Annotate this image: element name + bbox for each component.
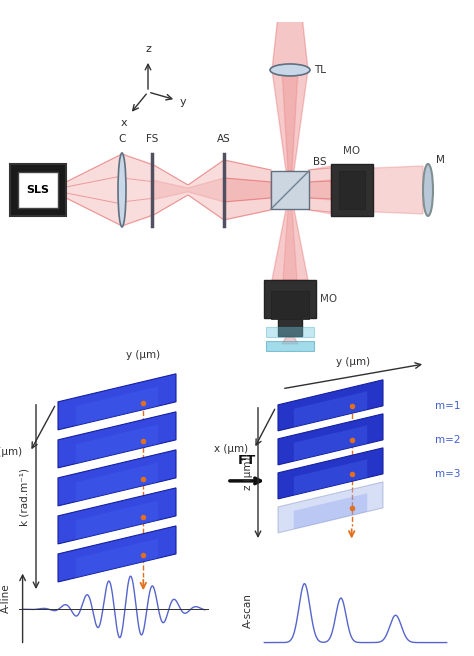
Text: SLS: SLS <box>27 185 49 195</box>
Polygon shape <box>122 154 152 226</box>
Polygon shape <box>294 459 367 495</box>
Text: x (μm): x (μm) <box>0 447 22 457</box>
Polygon shape <box>278 380 383 431</box>
Polygon shape <box>272 70 308 171</box>
Text: AS: AS <box>217 134 231 144</box>
Bar <box>266 355 314 365</box>
Bar <box>266 327 314 337</box>
Polygon shape <box>224 178 271 202</box>
Ellipse shape <box>423 164 433 216</box>
Polygon shape <box>278 482 383 533</box>
Ellipse shape <box>118 153 126 227</box>
Text: z (μm): z (μm) <box>243 456 253 489</box>
Polygon shape <box>309 180 331 200</box>
Text: y (μm): y (μm) <box>126 350 160 359</box>
Text: FT: FT <box>238 454 256 467</box>
Text: m=3: m=3 <box>435 470 461 480</box>
Text: x (μm): x (μm) <box>214 444 248 454</box>
Polygon shape <box>76 539 158 578</box>
Polygon shape <box>283 209 297 280</box>
Text: M: M <box>436 155 445 165</box>
Text: BS: BS <box>313 157 327 167</box>
Polygon shape <box>294 425 367 461</box>
Text: FS: FS <box>146 134 158 144</box>
Bar <box>18 172 58 208</box>
Polygon shape <box>272 0 308 70</box>
Polygon shape <box>152 160 224 220</box>
Bar <box>266 341 314 351</box>
Bar <box>271 171 309 209</box>
Text: A-scan: A-scan <box>243 593 253 628</box>
Polygon shape <box>58 374 176 430</box>
Text: m=2: m=2 <box>435 436 461 445</box>
Polygon shape <box>309 166 331 214</box>
Bar <box>271 291 309 319</box>
Bar <box>10 164 66 216</box>
Polygon shape <box>76 424 158 464</box>
Polygon shape <box>66 154 122 226</box>
Text: z: z <box>145 44 151 54</box>
Bar <box>278 318 302 336</box>
Polygon shape <box>152 178 224 202</box>
Polygon shape <box>58 412 176 468</box>
Text: k (rad.m⁻¹): k (rad.m⁻¹) <box>20 468 30 526</box>
Text: MO: MO <box>344 146 361 156</box>
Bar <box>331 164 373 216</box>
Text: y (μm): y (μm) <box>337 358 371 367</box>
Ellipse shape <box>270 64 310 76</box>
Polygon shape <box>58 488 176 544</box>
Text: MO: MO <box>320 294 337 304</box>
Text: m=1: m=1 <box>435 401 461 411</box>
Polygon shape <box>76 462 158 502</box>
Bar <box>264 280 316 318</box>
Polygon shape <box>373 166 423 214</box>
Polygon shape <box>278 448 383 499</box>
Polygon shape <box>294 391 367 427</box>
Text: A-line: A-line <box>1 583 11 613</box>
Polygon shape <box>294 493 367 529</box>
Text: C: C <box>118 134 126 144</box>
Polygon shape <box>224 160 271 220</box>
Polygon shape <box>76 386 158 426</box>
Polygon shape <box>58 526 176 582</box>
Bar <box>339 171 365 209</box>
Polygon shape <box>278 414 383 465</box>
Polygon shape <box>58 450 176 506</box>
Text: TL: TL <box>314 65 326 75</box>
Text: y: y <box>180 97 187 107</box>
Polygon shape <box>272 209 308 280</box>
Polygon shape <box>282 70 298 171</box>
Polygon shape <box>282 337 298 344</box>
Polygon shape <box>76 501 158 540</box>
Text: x: x <box>121 118 128 128</box>
